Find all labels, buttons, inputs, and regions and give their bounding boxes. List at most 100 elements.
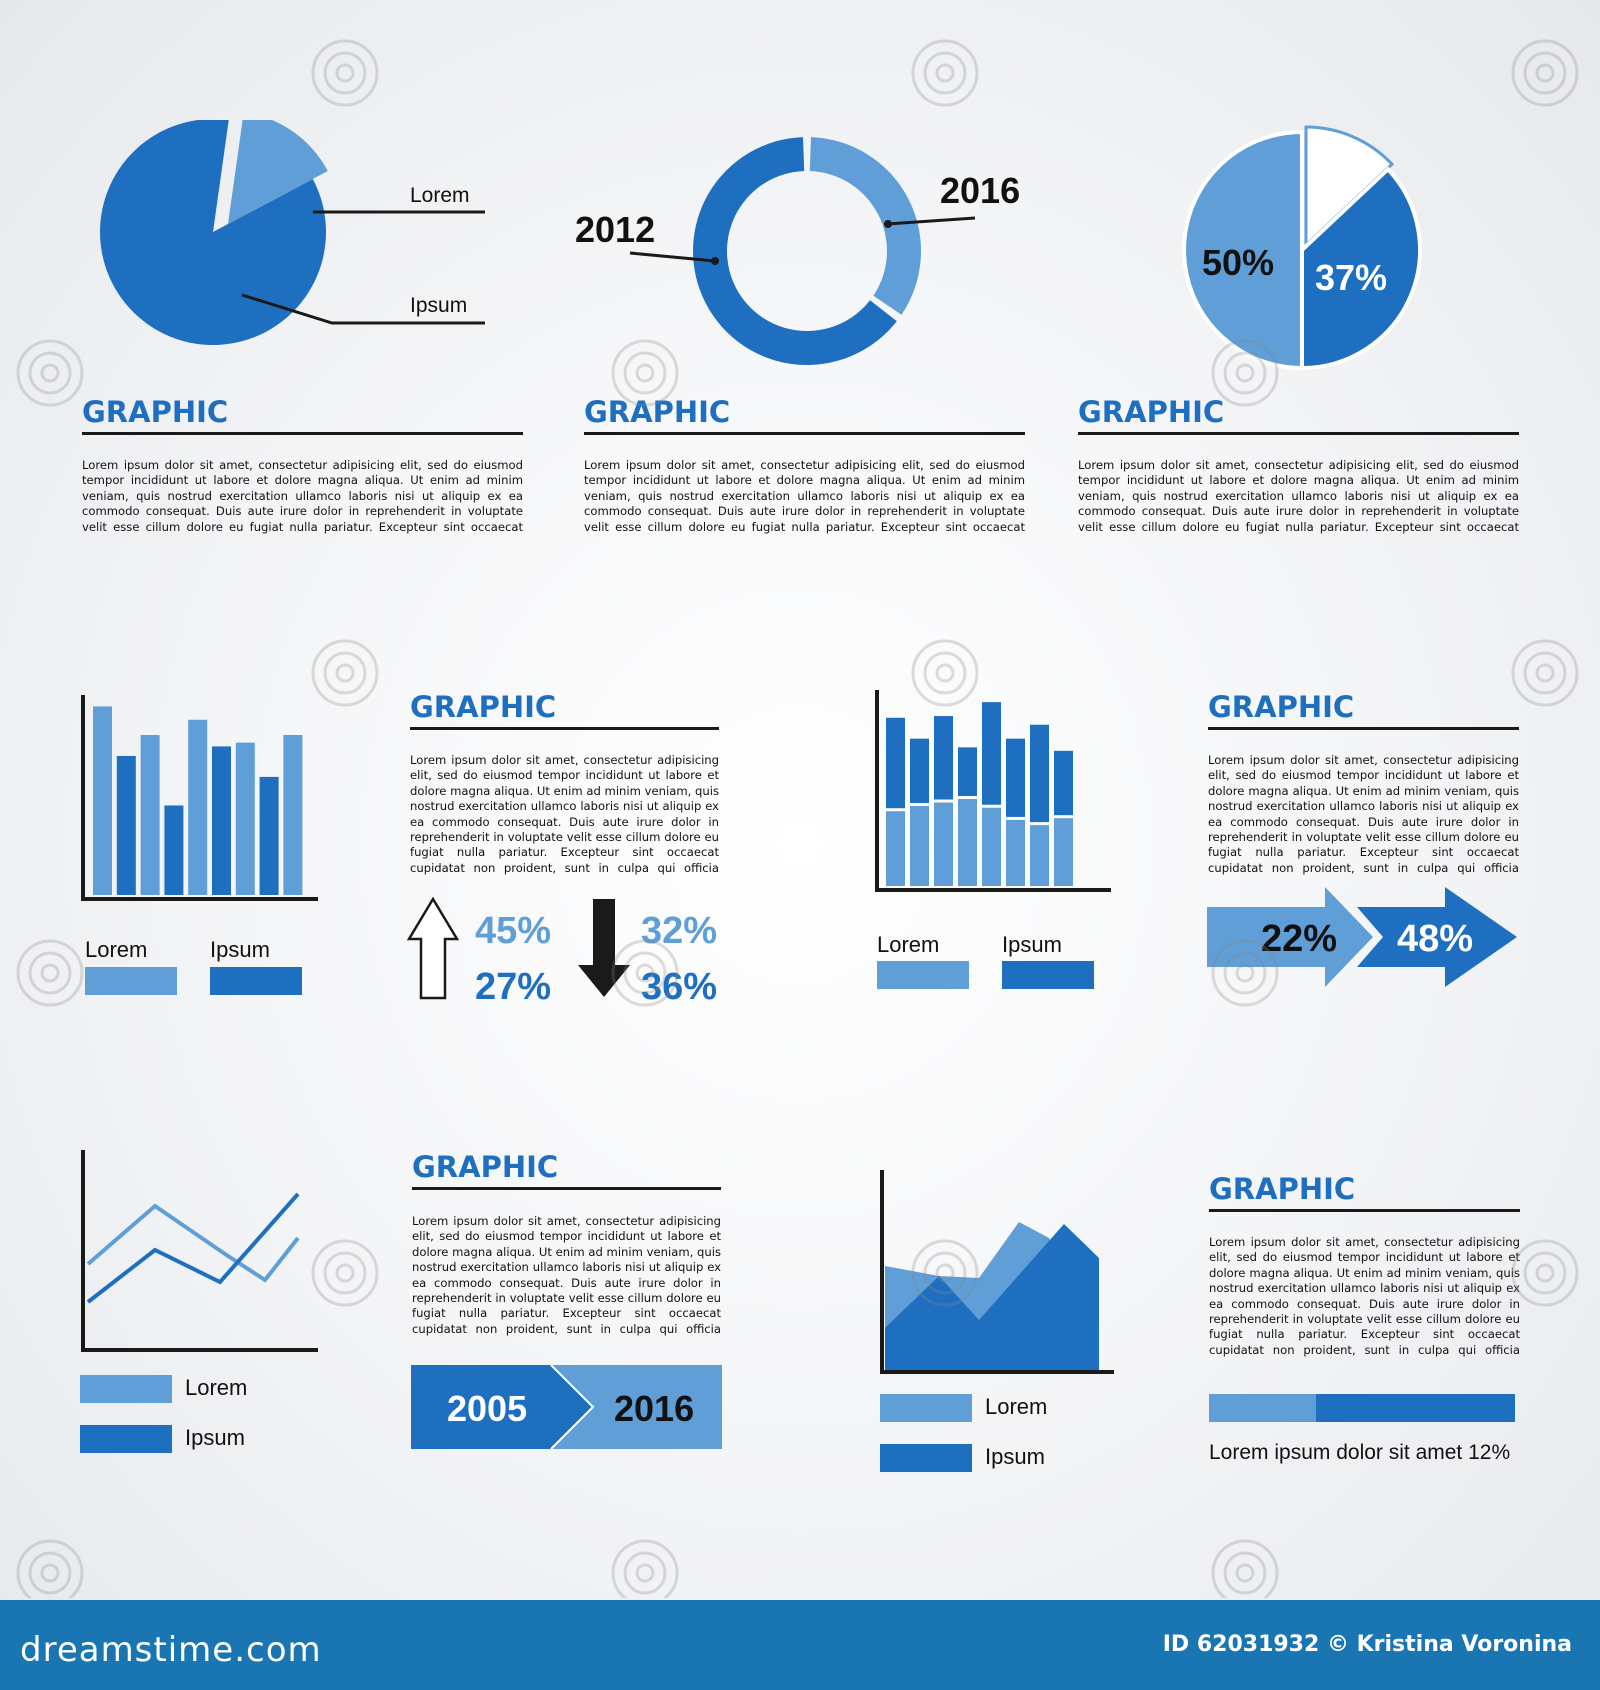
section-title: GRAPHIC <box>1209 1172 1356 1206</box>
footer-logo[interactable]: dreamstime.com <box>20 1630 322 1670</box>
section-title: GRAPHIC <box>410 690 557 724</box>
bar-segment-lorem <box>982 807 1001 886</box>
watermark-spiral-icon <box>911 39 979 107</box>
leader-line-2016 <box>887 216 976 226</box>
legend-swatch-ipsum <box>210 967 302 995</box>
watermark-spiral-icon <box>16 1539 84 1598</box>
pie-slice-37 <box>1300 166 1422 371</box>
bar-segment-ipsum <box>1006 738 1025 817</box>
legend-label-ipsum: Ipsum <box>985 1444 1045 1469</box>
section-body-text: Lorem ipsum dolor sit amet, consectetur … <box>82 458 523 536</box>
bar-segment-lorem <box>886 811 905 886</box>
bar-lorem <box>235 742 255 895</box>
bar-lorem <box>140 735 160 895</box>
year-banner-chevron <box>550 1365 595 1450</box>
pie-slice-ipsum <box>100 120 326 345</box>
watermark-spiral-icon <box>16 939 84 1007</box>
watermark-spiral-icon <box>611 1539 679 1598</box>
section-title: GRAPHIC <box>1078 395 1225 429</box>
bar-segment-lorem <box>1030 825 1049 886</box>
bar-segment-ipsum <box>958 747 977 797</box>
year-banner-dark <box>411 1365 593 1449</box>
legend-label-lorem: Lorem <box>877 932 940 957</box>
bar-segment-ipsum <box>982 702 1001 805</box>
year-start: 2005 <box>447 1388 527 1429</box>
bar-segment-lorem <box>910 806 929 886</box>
chart-axes <box>875 690 1111 892</box>
up-percent-bottom: 27% <box>475 966 551 1003</box>
leader-dot-2012 <box>711 257 719 265</box>
watermark-spiral-icon <box>311 39 379 107</box>
pie-chart-lorem-ipsum: Lorem Ipsum <box>100 120 485 345</box>
section-body-text: Lorem ipsum dolor sit amet, consectetur … <box>1209 1235 1520 1359</box>
legend-swatch-lorem <box>877 961 969 989</box>
pie-chart-percentages: 50% 37% <box>1182 125 1422 371</box>
pie-label-37: 37% <box>1315 257 1387 298</box>
pie-label-ipsum: Ipsum <box>410 294 467 317</box>
area-chart <box>880 1170 1114 1374</box>
percent-arrow-banner: 22% 48% <box>1207 887 1517 987</box>
section-body-text: Lorem ipsum dolor sit amet, consectetur … <box>584 458 1025 536</box>
down-arrow-icon <box>578 899 630 997</box>
legend-swatch-ipsum <box>1002 961 1094 989</box>
bar-lorem <box>283 735 303 895</box>
line-chart <box>81 1150 318 1352</box>
leader-dot-2016 <box>884 220 892 228</box>
legend-label-ipsum: Ipsum <box>210 937 270 962</box>
bar-ipsum <box>259 776 279 895</box>
bar-segment-lorem <box>934 802 953 886</box>
bar-segment-lorem <box>1054 818 1073 886</box>
arrow-percent-left: 22% <box>1261 918 1337 960</box>
donut-segment-2016 <box>809 137 921 315</box>
arrow-light <box>1207 887 1373 987</box>
bar-ipsum <box>116 755 136 895</box>
chart-axes <box>81 1150 318 1352</box>
pie-label-50: 50% <box>1202 242 1274 283</box>
leader-line-ipsum <box>241 293 485 325</box>
stacked-bar-chart <box>875 690 1111 892</box>
title-rule <box>1078 432 1519 435</box>
section-body-text: Lorem ipsum dolor sit amet, consectetur … <box>412 1214 721 1338</box>
arrow-dark <box>1357 887 1517 987</box>
down-percent-top: 32% <box>641 910 717 952</box>
legend-swatch-lorem <box>880 1394 972 1422</box>
watermark-spiral-icon <box>1511 1239 1579 1307</box>
legend-swatch-lorem <box>85 967 177 995</box>
line-series-lorem <box>86 1203 300 1283</box>
line-series-ipsum <box>86 1192 300 1304</box>
up-arrow-icon <box>406 896 460 1000</box>
bar-segment-ipsum <box>1030 724 1049 823</box>
progress-bar <box>1209 1394 1515 1422</box>
pie-label-lorem: Lorem <box>410 184 470 207</box>
footer-credit: ID 62031932 © Kristina Voronina <box>1162 1632 1572 1657</box>
down-percent-bottom: 36% <box>641 966 717 1003</box>
bar-segment-ipsum <box>910 738 929 803</box>
title-rule <box>412 1187 721 1190</box>
chart-axes <box>880 1170 1114 1374</box>
bar-segment-ipsum <box>1054 750 1073 816</box>
section-title: GRAPHIC <box>82 395 229 429</box>
bar-ipsum <box>164 805 184 895</box>
section-title: GRAPHIC <box>412 1150 559 1184</box>
area-series-ipsum <box>885 1224 1099 1370</box>
bar-segment-ipsum <box>886 717 905 809</box>
legend-label-ipsum: Ipsum <box>1002 932 1062 957</box>
section-body-text: Lorem ipsum dolor sit amet, consectetur … <box>1078 458 1519 536</box>
up-percent-top: 45% <box>475 910 551 952</box>
legend-swatch-lorem <box>80 1375 172 1403</box>
donut-label-2016: 2016 <box>940 170 1020 211</box>
section-body-text: Lorem ipsum dolor sit amet, consectetur … <box>1208 753 1519 877</box>
donut-label-2012: 2012 <box>575 209 655 250</box>
year-end: 2016 <box>614 1388 694 1429</box>
pie-slice-50 <box>1182 129 1304 371</box>
watermark-spiral-icon <box>1511 639 1579 707</box>
bar-segment-lorem <box>1006 819 1025 886</box>
arrow-percent-right: 48% <box>1397 918 1473 960</box>
section-title: GRAPHIC <box>1208 690 1355 724</box>
footer-bar: dreamstime.com ID 62031932 © Kristina Vo… <box>0 1600 1600 1690</box>
section-body-text: Lorem ipsum dolor sit amet, consectetur … <box>410 753 719 877</box>
bar-segment-lorem <box>958 799 977 886</box>
percent-arrows: 45% 27% 32% 36% <box>406 896 717 1003</box>
bar-ipsum <box>212 746 231 895</box>
legend-label-lorem: Lorem <box>985 1394 1048 1419</box>
